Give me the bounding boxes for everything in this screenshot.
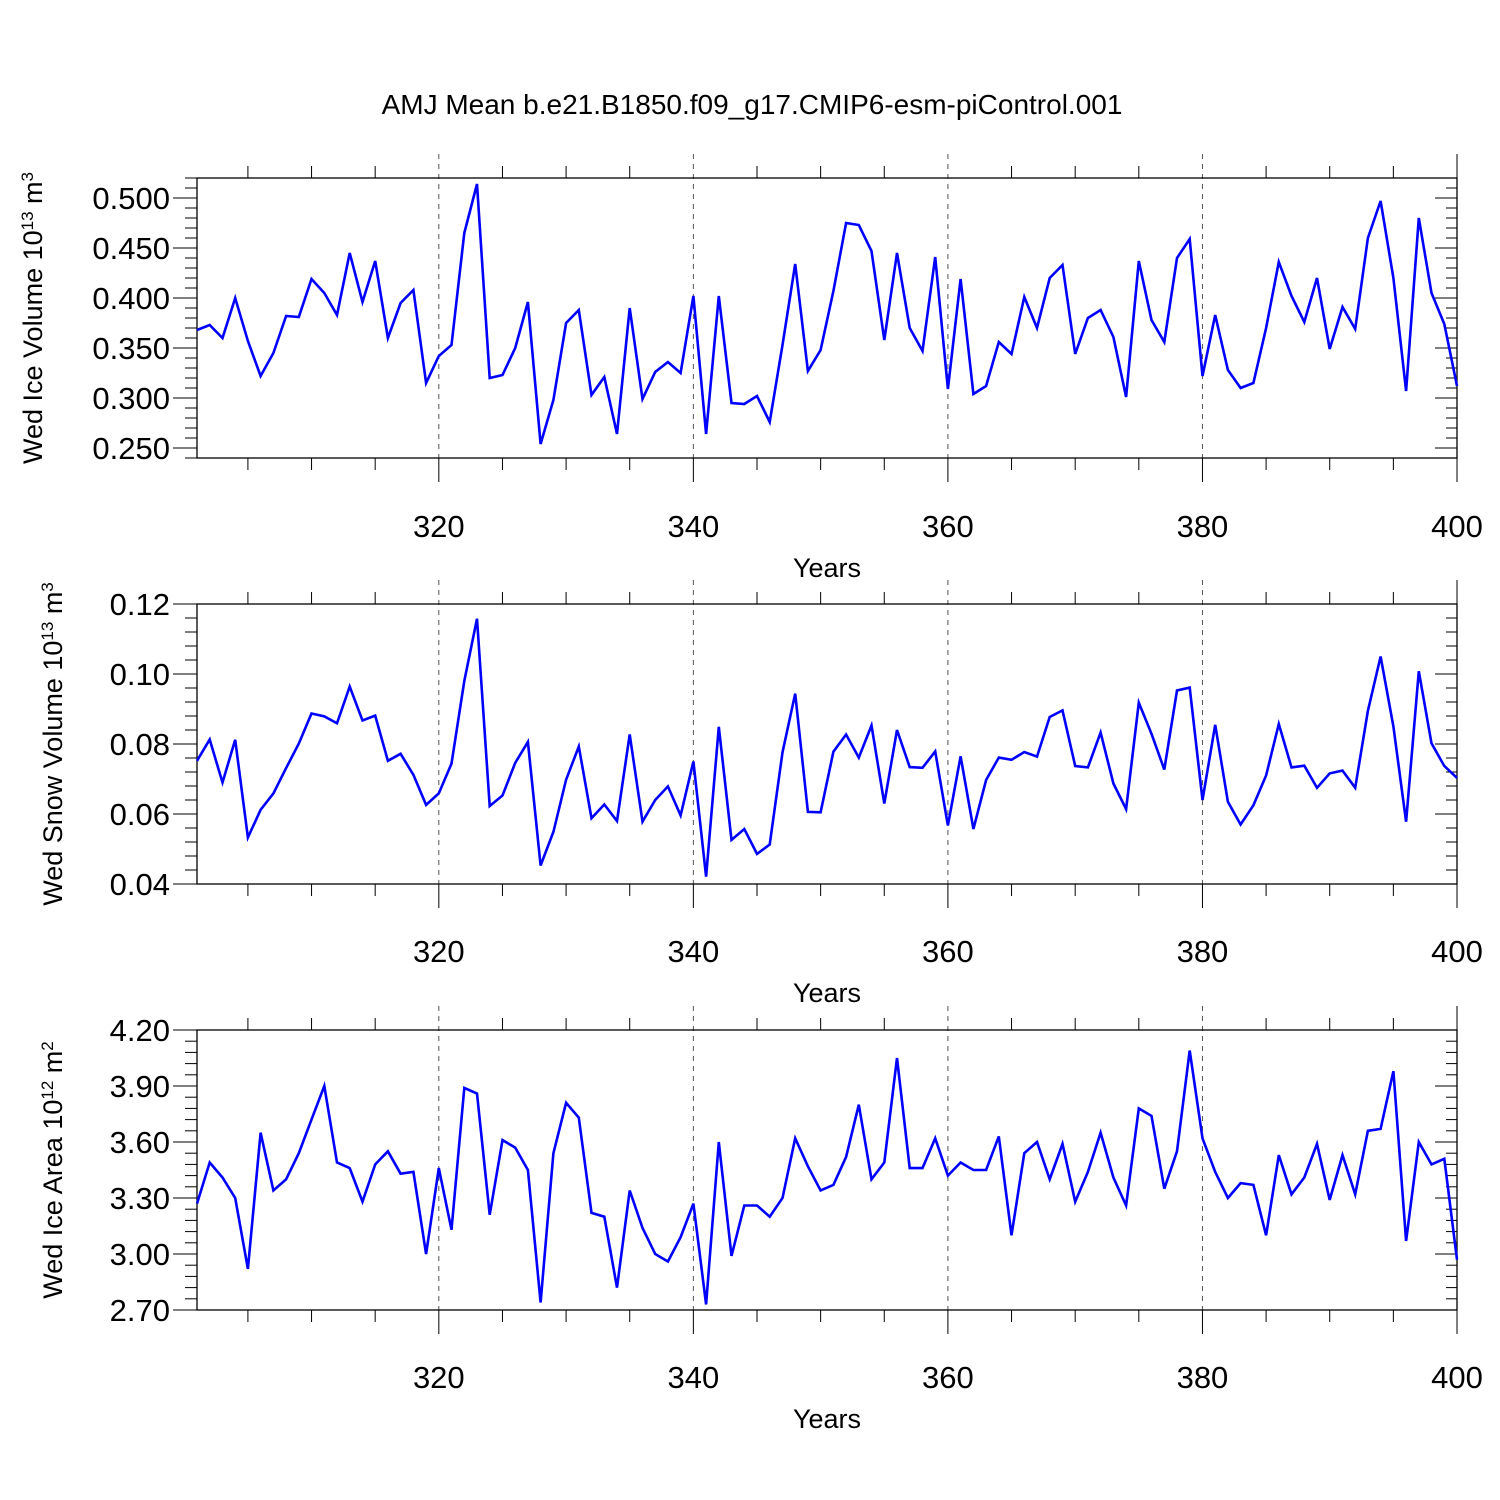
y-tick-label: 0.04 bbox=[110, 867, 170, 902]
x-tick-label: 320 bbox=[413, 934, 465, 969]
x-tick-label: 360 bbox=[922, 509, 974, 544]
x-tick-label: 380 bbox=[1177, 1360, 1229, 1395]
x-tick-label: 380 bbox=[1177, 509, 1229, 544]
panels: 0.250 0.300 0.350 0.400 0.450 0.500 320 340 360 3… bbox=[18, 154, 1483, 1434]
y-tick-label: 3.30 bbox=[110, 1181, 170, 1216]
y-tick-label: 0.400 bbox=[92, 281, 170, 316]
plot-frame bbox=[196, 1029, 1458, 1311]
panel-3: 2.70 3.00 3.30 3.60 3.90 4.20 320 340 360 380 400 Y… bbox=[38, 1006, 1483, 1434]
x-axis-label: Years bbox=[793, 553, 861, 583]
x-tick-label: 400 bbox=[1431, 509, 1483, 544]
panel-1: 0.250 0.300 0.350 0.400 0.450 0.500 320 340 360 3… bbox=[18, 154, 1483, 583]
y-tick-label: 0.250 bbox=[92, 431, 170, 466]
x-tick-label: 400 bbox=[1431, 1360, 1483, 1395]
panel-2: 0.04 0.06 0.08 0.10 0.12 320 340 360 380 400 Years… bbox=[38, 580, 1483, 1008]
y-tick-label: 0.300 bbox=[92, 381, 170, 416]
y-tick-label: 0.06 bbox=[110, 797, 170, 832]
x-tick-label: 400 bbox=[1431, 934, 1483, 969]
y-tick-label: 3.00 bbox=[110, 1237, 170, 1272]
y-tick-label: 3.90 bbox=[110, 1069, 170, 1104]
y-tick-label: 0.350 bbox=[92, 331, 170, 366]
y-tick-label: 0.10 bbox=[110, 657, 170, 692]
x-tick-label: 340 bbox=[667, 934, 719, 969]
y-tick-label: 0.12 bbox=[110, 587, 170, 622]
y-axis-label: Wed Snow Volume 1013 m3 bbox=[38, 582, 69, 906]
y-tick-label: 0.450 bbox=[92, 231, 170, 266]
series-line bbox=[196, 183, 1459, 445]
x-tick-label: 320 bbox=[413, 1360, 465, 1395]
x-tick-label: 340 bbox=[667, 1360, 719, 1395]
y-axis-label: Wed Ice Area 1012 m2 bbox=[38, 1041, 69, 1299]
y-tick-label: 4.20 bbox=[110, 1013, 170, 1048]
plot-frame bbox=[196, 603, 1458, 885]
y-tick-label: 0.500 bbox=[92, 181, 170, 216]
series-line bbox=[195, 618, 1458, 877]
y-tick-label: 0.08 bbox=[110, 727, 170, 762]
x-axis-label: Years bbox=[793, 978, 861, 1008]
chart-title: AMJ Mean b.e21.B1850.f09_g17.CMIP6-esm-p… bbox=[382, 89, 1123, 120]
series-line bbox=[195, 1050, 1459, 1305]
x-tick-label: 360 bbox=[922, 1360, 974, 1395]
y-axis-label: Wed Ice Volume 1013 m3 bbox=[18, 172, 49, 464]
y-tick-label: 3.60 bbox=[110, 1125, 170, 1160]
x-axis-label: Years bbox=[793, 1404, 861, 1434]
x-tick-label: 360 bbox=[922, 934, 974, 969]
plot-frame bbox=[196, 177, 1458, 459]
x-tick-label: 380 bbox=[1177, 934, 1229, 969]
x-tick-label: 320 bbox=[413, 509, 465, 544]
x-tick-label: 340 bbox=[667, 509, 719, 544]
y-tick-label: 2.70 bbox=[110, 1293, 170, 1328]
